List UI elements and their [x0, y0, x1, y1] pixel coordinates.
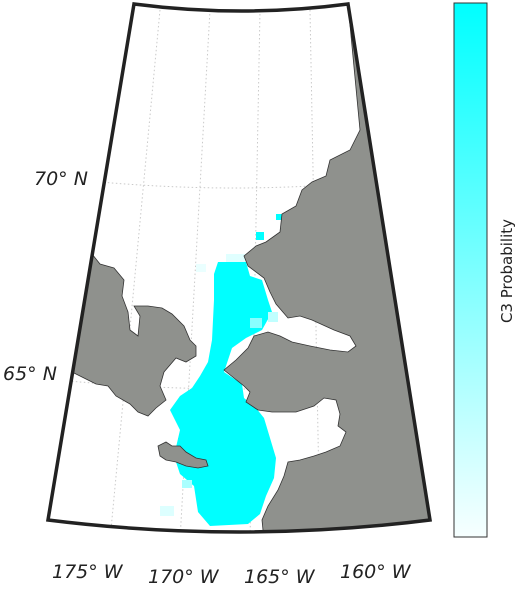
- lon-label-165w: 165° W: [244, 566, 315, 588]
- colorbar-label: C3 Probability: [498, 218, 516, 324]
- lat-label-65n: 65° N: [3, 363, 57, 385]
- lon-label-160w: 160° W: [340, 561, 411, 583]
- lat-label-70n: 70° N: [34, 168, 88, 190]
- alaska-landmass: [223, 4, 430, 532]
- lon-label-175w: 175° W: [52, 561, 123, 583]
- map-frame: [45, 2, 433, 534]
- st-lawrence-island: [157, 441, 209, 469]
- lon-label-170w: 170° W: [148, 566, 219, 588]
- colorbar: [453, 2, 488, 538]
